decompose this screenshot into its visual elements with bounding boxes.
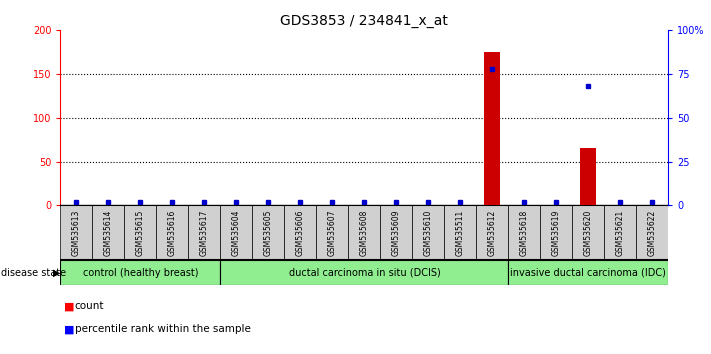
Bar [572, 205, 604, 260]
Bar [484, 52, 501, 205]
Text: GSM535605: GSM535605 [264, 210, 273, 256]
Bar [156, 205, 188, 260]
Title: GDS3853 / 234841_x_at: GDS3853 / 234841_x_at [280, 14, 449, 28]
Text: GSM535616: GSM535616 [168, 210, 177, 256]
Text: GSM535609: GSM535609 [392, 210, 401, 256]
Bar [124, 205, 156, 260]
Text: ■: ■ [64, 324, 75, 334]
Text: GSM535610: GSM535610 [424, 210, 433, 256]
Bar [508, 260, 668, 285]
Text: GSM535615: GSM535615 [136, 210, 145, 256]
Text: GSM535620: GSM535620 [584, 210, 593, 256]
Text: GSM535622: GSM535622 [648, 210, 657, 256]
Bar [60, 260, 220, 285]
Text: ■: ■ [64, 301, 75, 311]
Bar [476, 205, 508, 260]
Bar [316, 205, 348, 260]
Text: percentile rank within the sample: percentile rank within the sample [75, 324, 250, 334]
Text: control (healthy breast): control (healthy breast) [82, 268, 198, 278]
Text: invasive ductal carcinoma (IDC): invasive ductal carcinoma (IDC) [510, 268, 666, 278]
Bar [92, 205, 124, 260]
Text: GSM535619: GSM535619 [552, 210, 561, 256]
Bar [508, 205, 540, 260]
Bar [580, 148, 597, 205]
Bar [348, 205, 380, 260]
Text: GSM535511: GSM535511 [456, 210, 465, 256]
Text: GSM535621: GSM535621 [616, 210, 625, 256]
Text: GSM535617: GSM535617 [200, 210, 209, 256]
Text: count: count [75, 301, 104, 311]
Text: GSM535607: GSM535607 [328, 210, 337, 256]
Bar [540, 205, 572, 260]
Bar [444, 205, 476, 260]
Text: GSM535613: GSM535613 [72, 210, 81, 256]
Text: GSM535612: GSM535612 [488, 210, 497, 256]
Text: GSM535604: GSM535604 [232, 210, 241, 256]
Text: ▶: ▶ [53, 268, 60, 278]
Bar [284, 205, 316, 260]
Text: GSM535618: GSM535618 [520, 210, 529, 256]
Bar [60, 205, 92, 260]
Bar [380, 205, 412, 260]
Text: GSM535614: GSM535614 [104, 210, 113, 256]
Text: ductal carcinoma in situ (DCIS): ductal carcinoma in situ (DCIS) [289, 268, 440, 278]
Bar [252, 205, 284, 260]
Bar [636, 205, 668, 260]
Bar [412, 205, 444, 260]
Text: GSM535608: GSM535608 [360, 210, 369, 256]
Bar [188, 205, 220, 260]
Bar [220, 205, 252, 260]
Text: GSM535606: GSM535606 [296, 210, 305, 256]
Text: disease state: disease state [1, 268, 66, 278]
Bar [220, 260, 508, 285]
Bar [604, 205, 636, 260]
